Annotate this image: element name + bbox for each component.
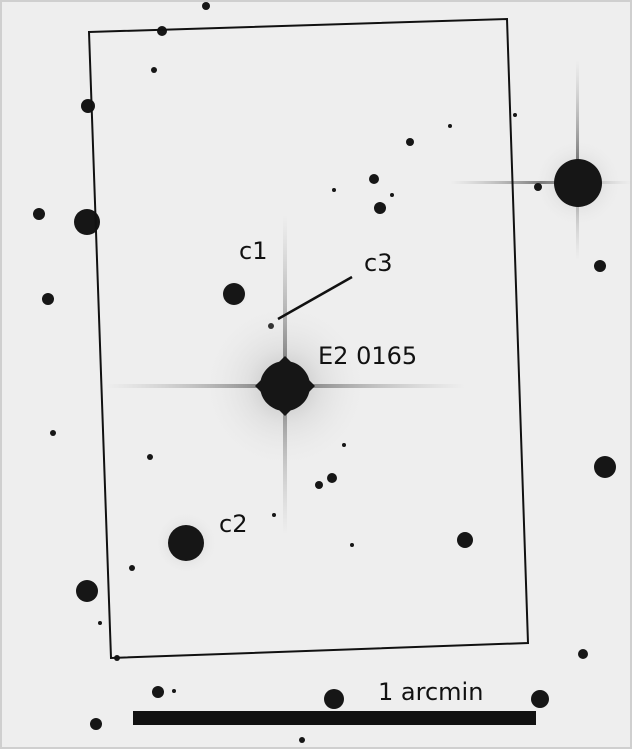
label-scale-bar: 1 arcmin (378, 678, 484, 706)
field-stars (33, 2, 616, 743)
field-of-view-frame (87, 17, 530, 660)
star-c3 (268, 323, 274, 329)
label-c1: c1 (239, 237, 268, 265)
label-target: E2 0165 (318, 342, 418, 370)
label-c2: c2 (219, 510, 248, 538)
c3-pointer-line (277, 275, 353, 321)
bright-star-right (450, 60, 632, 260)
star-c1 (218, 278, 250, 310)
label-c3: c3 (364, 249, 393, 277)
target-star (105, 215, 465, 535)
star-c2 (154, 511, 218, 575)
scale-bar (133, 711, 536, 725)
